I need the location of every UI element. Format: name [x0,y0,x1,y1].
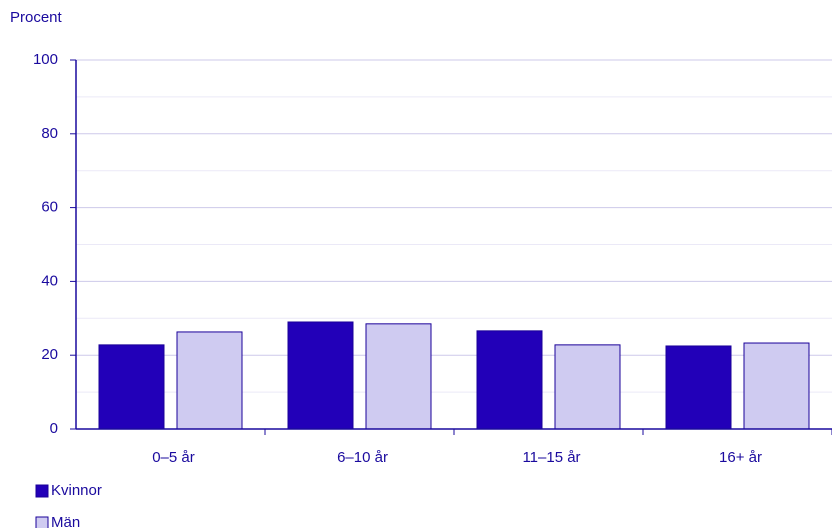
bar [665,345,732,430]
y-tick-label: 60 [41,199,58,216]
x-tick-label: 16+ år [719,449,762,466]
bar [476,330,543,430]
y-tick-label: 40 [41,272,58,289]
y-tick-label: 80 [41,125,58,142]
y-tick-label: 100 [33,51,58,68]
bar [743,342,810,430]
y-tick-label: 0 [50,420,58,437]
x-tick-label: 0–5 år [152,449,195,466]
bar [98,344,165,430]
bar [554,344,621,430]
legend-label: Kvinnor [51,482,102,499]
y-axis-label: Procent [10,9,63,26]
legend-swatch [35,516,49,528]
legend-swatch [35,484,49,498]
bar [365,323,432,430]
bar [176,331,243,430]
x-tick-label: 6–10 år [337,449,388,466]
bar [287,321,354,430]
y-tick-label: 20 [41,346,58,363]
legend-label: Män [51,514,80,528]
x-tick-label: 11–15 år [522,449,580,466]
